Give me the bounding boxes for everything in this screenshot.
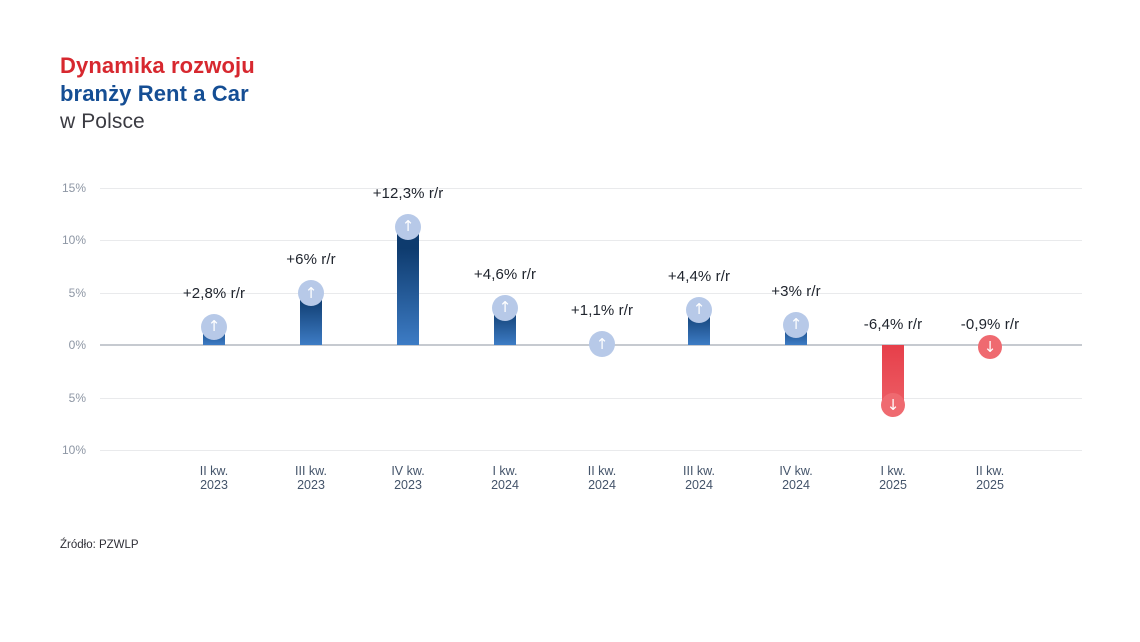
x-axis-tick-iii-kw-2023: III kw. 2023 (256, 464, 366, 492)
gridline (100, 292, 1082, 294)
x-axis-tick-ii-kw-2025: II kw. 2025 (935, 464, 1045, 492)
arrow-up-icon: ↑ (207, 317, 221, 336)
x-tick-year: 2023 (200, 478, 228, 492)
value-label-iii-kw-2024: +4,4% r/r (667, 267, 731, 285)
x-tick-quarter: IV kw. (391, 464, 425, 478)
trend-circle-ii-kw-2025: ↓ (978, 335, 1002, 360)
x-tick-quarter: I kw. (880, 464, 906, 478)
gridline (100, 240, 1082, 241)
value-label-iv-kw-2023: +12,3% r/r (372, 184, 444, 202)
x-tick-quarter: II kw. (199, 464, 229, 478)
y-axis-tick: 0% (68, 338, 86, 352)
x-tick-year: 2025 (879, 478, 907, 492)
source-note: Źródło: PZWLP (60, 539, 139, 551)
x-tick-year: 2024 (491, 478, 519, 492)
x-tick-year: 2024 (685, 478, 713, 492)
arrow-down-icon: ↓ (983, 337, 997, 356)
x-tick-year: 2024 (588, 478, 616, 492)
x-tick-year: 2023 (297, 478, 325, 492)
y-axis-tick: 5% (68, 390, 86, 405)
trend-circle-iv-kw-2023: ↑ (395, 213, 421, 240)
y-axis-tick: 15% (61, 180, 86, 195)
x-tick-year: 2025 (976, 478, 1004, 492)
value-label-ii-kw-2025: -0,9% r/r (960, 316, 1020, 333)
chart-title-line-2: branży Rent a Car (60, 81, 249, 106)
x-axis-tick-i-kw-2024: I kw. 2024 (450, 464, 560, 492)
value-label-ii-kw-2024: +1,1% r/r (570, 302, 634, 320)
trend-circle-iii-kw-2023: ↑ (298, 280, 324, 306)
x-tick-quarter: II kw. (975, 464, 1005, 478)
gridline (100, 187, 1082, 189)
arrow-up-icon: ↑ (498, 298, 512, 317)
bar-iv-kw-2023 (397, 215, 419, 345)
x-tick-quarter: IV kw. (779, 464, 813, 478)
x-axis-tick-iv-kw-2023: IV kw. 2023 (353, 464, 463, 492)
x-tick-quarter: I kw. (492, 464, 518, 478)
x-axis-tick-ii-kw-2024: II kw. 2024 (547, 464, 657, 492)
x-axis-tick-iv-kw-2024: IV kw. 2024 (741, 464, 851, 492)
gridline (100, 397, 1082, 399)
x-tick-year: 2023 (394, 478, 422, 492)
trend-circle-iv-kw-2024: ↑ (783, 311, 809, 338)
x-axis-tick-iii-kw-2024: III kw. 2024 (644, 464, 754, 492)
gridline (100, 450, 1082, 451)
y-axis-tick: 5% (68, 285, 86, 300)
trend-circle-iii-kw-2024: ↑ (686, 296, 712, 323)
arrow-up-icon: ↑ (304, 283, 318, 302)
trend-circle-ii-kw-2024: ↑ (589, 331, 615, 358)
trend-circle-i-kw-2025: ↓ (881, 393, 905, 418)
arrow-down-icon: ↓ (886, 395, 900, 414)
value-label-i-kw-2024: +4,6% r/r (473, 265, 537, 283)
arrow-up-icon: ↑ (789, 315, 803, 333)
value-label-iv-kw-2024: +3% r/r (771, 282, 821, 300)
x-tick-quarter: II kw. (587, 464, 617, 478)
x-tick-year: 2024 (782, 478, 810, 492)
value-label-iii-kw-2023: +6% r/r (286, 251, 336, 268)
y-axis-tick: 10% (61, 443, 86, 457)
value-label-i-kw-2025: -6,4% r/r (863, 316, 923, 333)
x-axis-tick-ii-kw-2023: II kw. 2023 (159, 464, 269, 492)
arrow-up-icon: ↑ (692, 300, 706, 319)
x-tick-quarter: III kw. (683, 464, 715, 478)
chart-title-line-3: w Polsce (60, 110, 145, 133)
x-axis-tick-i-kw-2025: I kw. 2025 (838, 464, 948, 492)
arrow-up-icon: ↑ (595, 334, 609, 353)
arrow-up-icon: ↑ (401, 217, 415, 236)
x-tick-quarter: III kw. (295, 464, 327, 478)
chart-title: Dynamika rozwoju branży Rent a Car w Pol… (60, 52, 255, 136)
y-axis-tick: 10% (61, 233, 86, 247)
trend-circle-i-kw-2024: ↑ (492, 294, 518, 321)
trend-circle-ii-kw-2023: ↑ (201, 313, 227, 340)
value-label-ii-kw-2023: +2,8% r/r (182, 284, 246, 302)
chart-title-line-1: Dynamika rozwoju (60, 53, 255, 78)
